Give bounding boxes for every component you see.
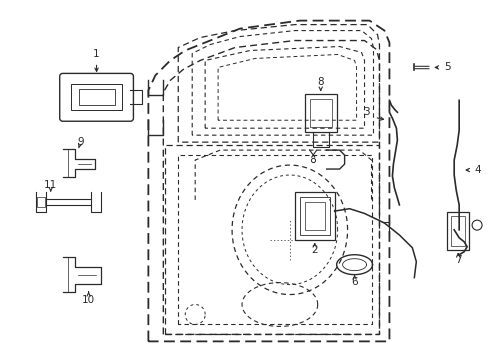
Text: 8: 8	[317, 77, 324, 87]
Text: 11: 11	[44, 180, 57, 190]
Bar	[294, 192, 334, 240]
Bar	[304, 94, 336, 132]
Bar	[304, 202, 324, 230]
Bar	[309, 99, 331, 127]
Text: 6: 6	[350, 276, 357, 287]
Text: 10: 10	[82, 294, 95, 305]
Bar	[299, 197, 329, 235]
FancyBboxPatch shape	[60, 73, 133, 121]
Text: 1: 1	[93, 49, 100, 59]
Text: 9: 9	[77, 137, 84, 147]
Bar	[450, 216, 464, 246]
Bar	[447, 212, 468, 250]
Text: 4: 4	[473, 165, 480, 175]
Bar	[71, 84, 122, 110]
Bar	[79, 89, 114, 105]
Text: 5: 5	[443, 62, 450, 72]
Text: 3: 3	[362, 107, 369, 117]
Text: 2: 2	[311, 245, 317, 255]
Bar	[37, 197, 45, 207]
Text: 7: 7	[454, 255, 461, 265]
